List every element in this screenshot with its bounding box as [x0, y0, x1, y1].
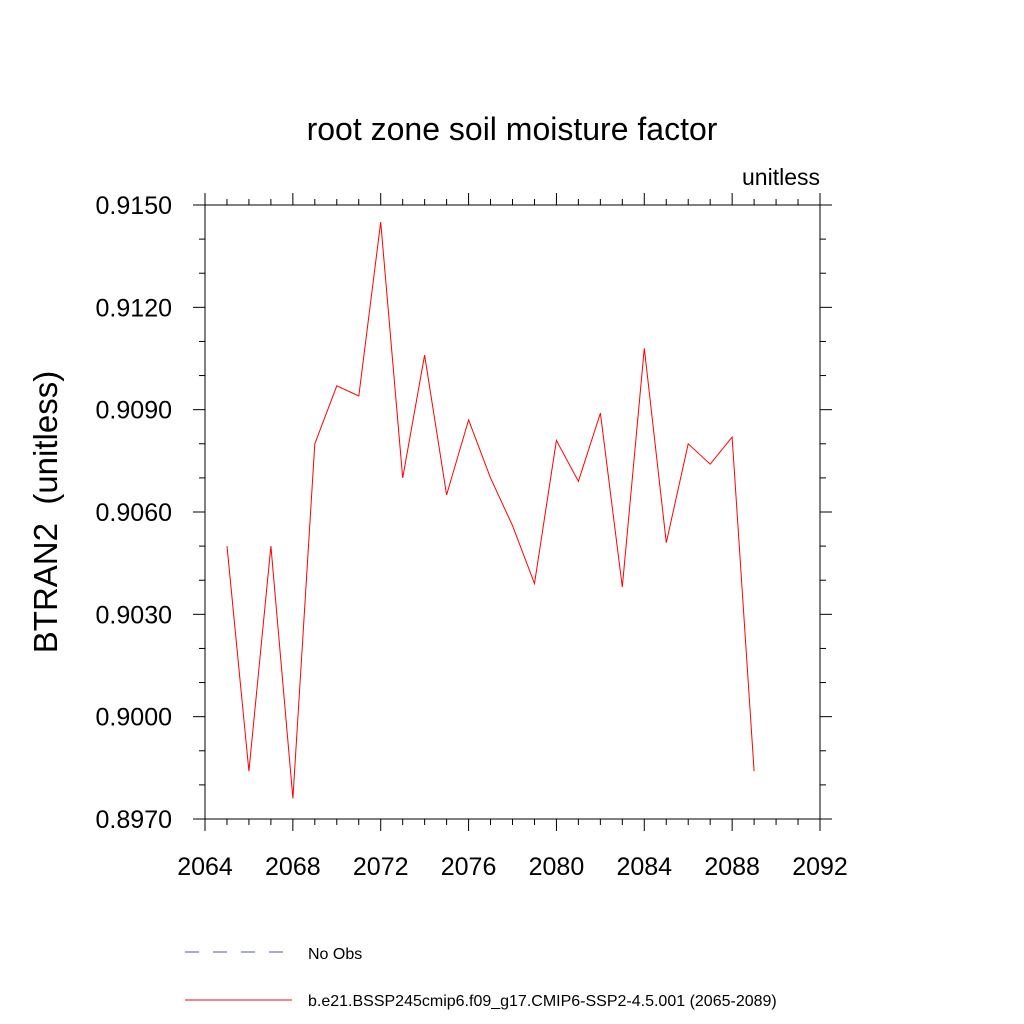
x-tick-label: 2072	[353, 853, 409, 881]
legend: No Obs b.e21.BSSP245cmip6.f09_g17.CMIP6-…	[185, 946, 777, 1010]
chart-title: root zone soil moisture factor	[307, 111, 718, 147]
y-tick-labels: 0.8970 0.9000 0.9030 0.9060 0.9090 0.9120 0.91…	[96, 192, 172, 834]
y-tick-label: 0.9090	[96, 397, 172, 425]
y-tick-label: 0.9120	[96, 294, 172, 322]
x-tick-label: 2068	[265, 853, 321, 881]
legend-label-ssp245: b.e21.BSSP245cmip6.f09_g17.CMIP6-SSP2-4.…	[308, 993, 777, 1010]
series-line-ssp245	[226, 222, 755, 799]
x-tick-label: 2080	[529, 853, 585, 881]
series-lines	[226, 222, 755, 799]
x-tick-label: 2092	[792, 853, 848, 881]
axis-ticks	[193, 193, 832, 831]
x-tick-label: 2064	[177, 853, 233, 881]
x-tick-labels: 2064 2068 2072 2076 2080 2084 2088 2092	[177, 853, 848, 881]
x-tick-label: 2076	[441, 853, 497, 881]
y-tick-label: 0.9000	[96, 704, 172, 732]
units-label: unitless	[742, 164, 820, 190]
legend-label-no-obs: No Obs	[308, 946, 362, 963]
y-tick-label: 0.9150	[96, 192, 172, 220]
y-tick-label: 0.9030	[96, 601, 172, 629]
y-tick-label: 0.9060	[96, 499, 172, 527]
y-axis-label: BTRAN2 (unitless)	[27, 371, 64, 653]
x-tick-label: 2088	[704, 853, 760, 881]
y-tick-label: 0.8970	[96, 806, 172, 834]
x-tick-label: 2084	[616, 853, 672, 881]
